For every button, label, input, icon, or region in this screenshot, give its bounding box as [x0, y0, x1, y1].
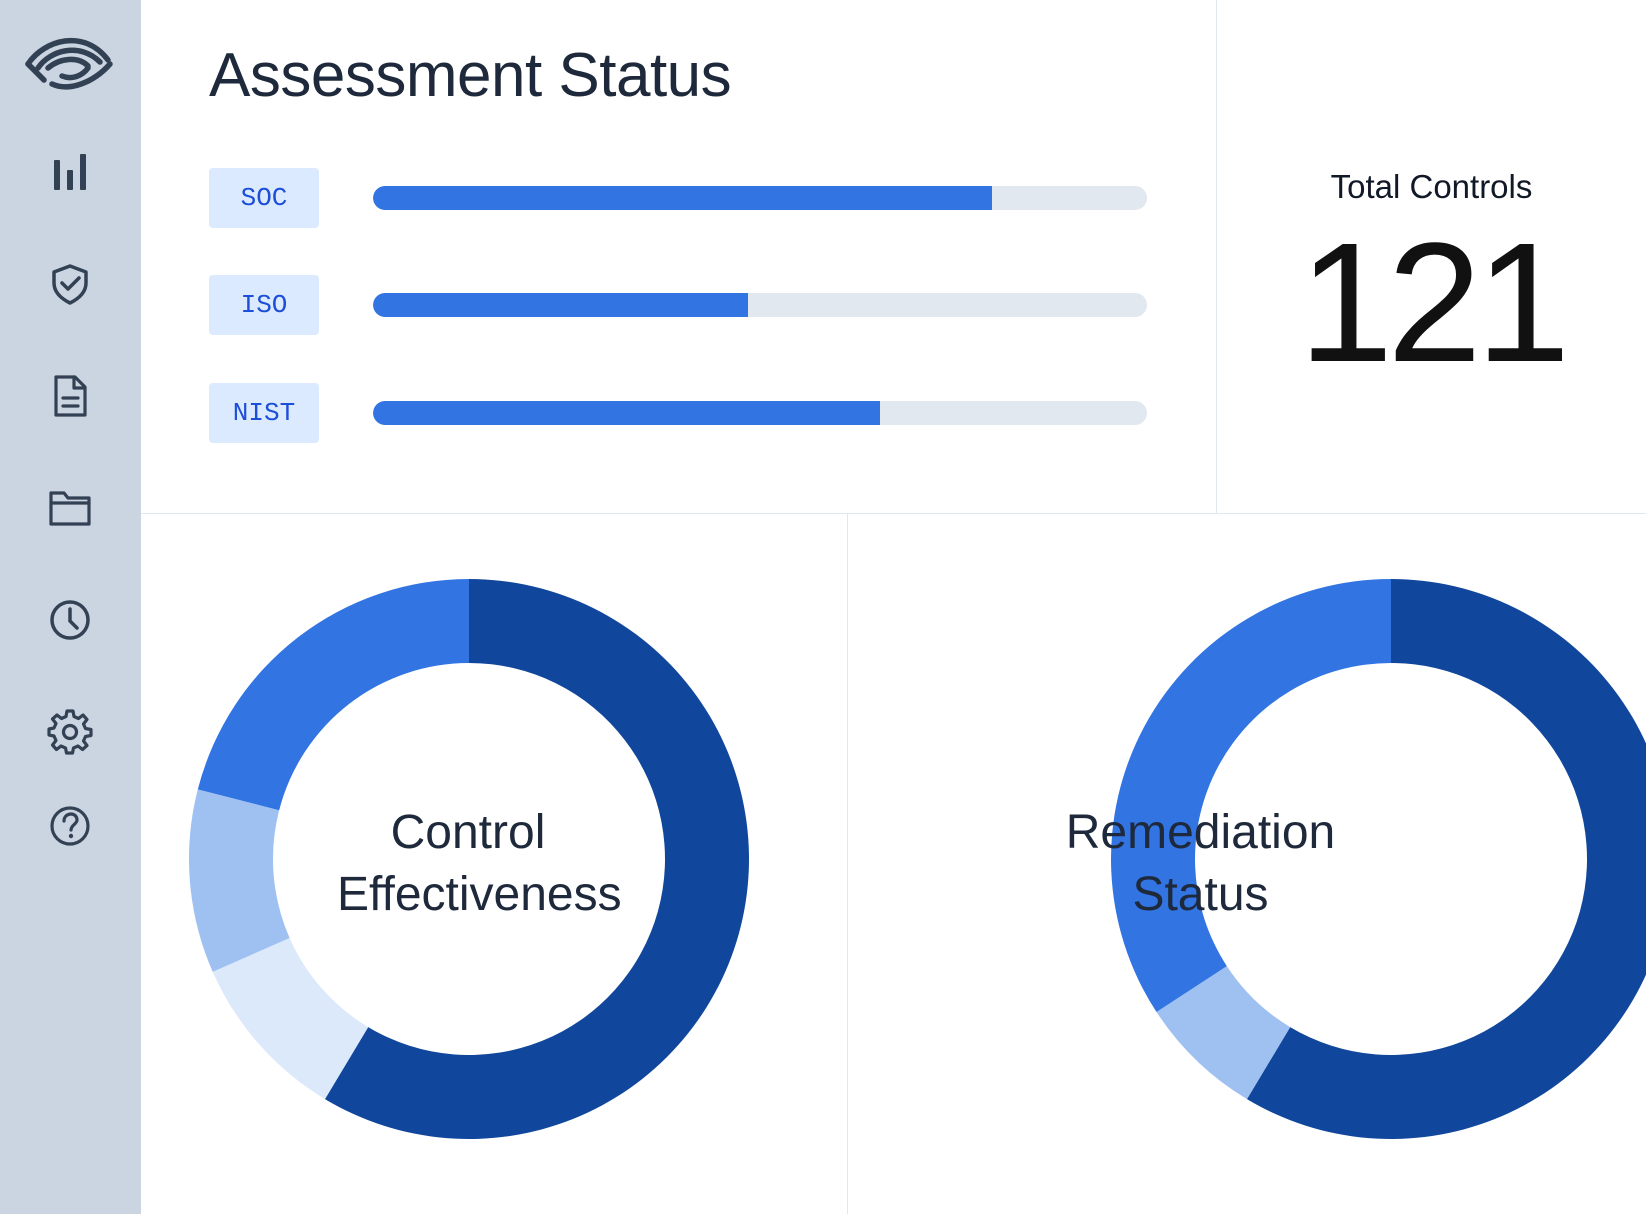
- framework-row-iso[interactable]: ISO: [209, 275, 1209, 337]
- framework-tag[interactable]: ISO: [209, 275, 319, 335]
- progress-fill: [373, 401, 880, 425]
- nav-item-history[interactable]: [40, 590, 100, 650]
- bar-chart-icon: [54, 154, 86, 190]
- main-content: Assessment Status SOC ISO NIST: [141, 0, 1646, 1214]
- remediation-status-panel: Remediation Status: [848, 514, 1646, 1214]
- donut-slice: [324, 579, 749, 1139]
- section-title: Assessment Status: [209, 41, 732, 110]
- control-effectiveness-panel: Control Effectiveness: [141, 514, 848, 1214]
- progress-fill: [373, 293, 749, 317]
- eye-logo-icon[interactable]: [22, 22, 118, 102]
- sidebar: [0, 0, 141, 1214]
- donut-slice: [212, 937, 369, 1100]
- remediation-status-donut: [1111, 579, 1646, 1139]
- nav-item-analytics[interactable]: [40, 142, 100, 202]
- nav-item-help[interactable]: [40, 796, 100, 856]
- total-controls-value: 121: [1298, 208, 1571, 398]
- nav-item-documents[interactable]: [40, 366, 100, 426]
- progress-track: [373, 293, 1147, 317]
- framework-tag[interactable]: NIST: [209, 383, 319, 443]
- document-icon: [54, 375, 87, 417]
- shield-check-icon: [52, 264, 88, 305]
- nav-item-settings[interactable]: [40, 702, 100, 762]
- framework-tag[interactable]: SOC: [209, 168, 319, 228]
- donut-slice: [197, 579, 469, 811]
- progress-track: [373, 401, 1147, 425]
- nav-item-files[interactable]: [40, 478, 100, 538]
- assessment-status-panel: Assessment Status SOC ISO NIST: [141, 0, 1217, 514]
- help-icon: [50, 806, 90, 846]
- donut-center-label: Control Effectiveness: [337, 806, 622, 921]
- total-controls-label: Total Controls: [1330, 168, 1533, 205]
- nav-item-security[interactable]: [40, 254, 100, 314]
- folder-icon: [49, 491, 91, 526]
- clock-icon: [50, 600, 90, 640]
- donut-slice: [1111, 579, 1391, 1012]
- progress-fill: [373, 186, 993, 210]
- donut-center-label: Remediation Status: [1065, 806, 1336, 921]
- total-controls-panel: Total Controls 121: [1217, 0, 1646, 514]
- gear-icon: [47, 709, 93, 755]
- progress-track: [373, 186, 1147, 210]
- framework-row-soc[interactable]: SOC: [209, 168, 1209, 230]
- control-effectiveness-donut: [188, 579, 749, 1139]
- donut-slice: [188, 789, 290, 972]
- donut-slice: [1246, 579, 1646, 1139]
- donut-slice: [1156, 966, 1291, 1100]
- framework-row-nist[interactable]: NIST: [209, 383, 1209, 445]
